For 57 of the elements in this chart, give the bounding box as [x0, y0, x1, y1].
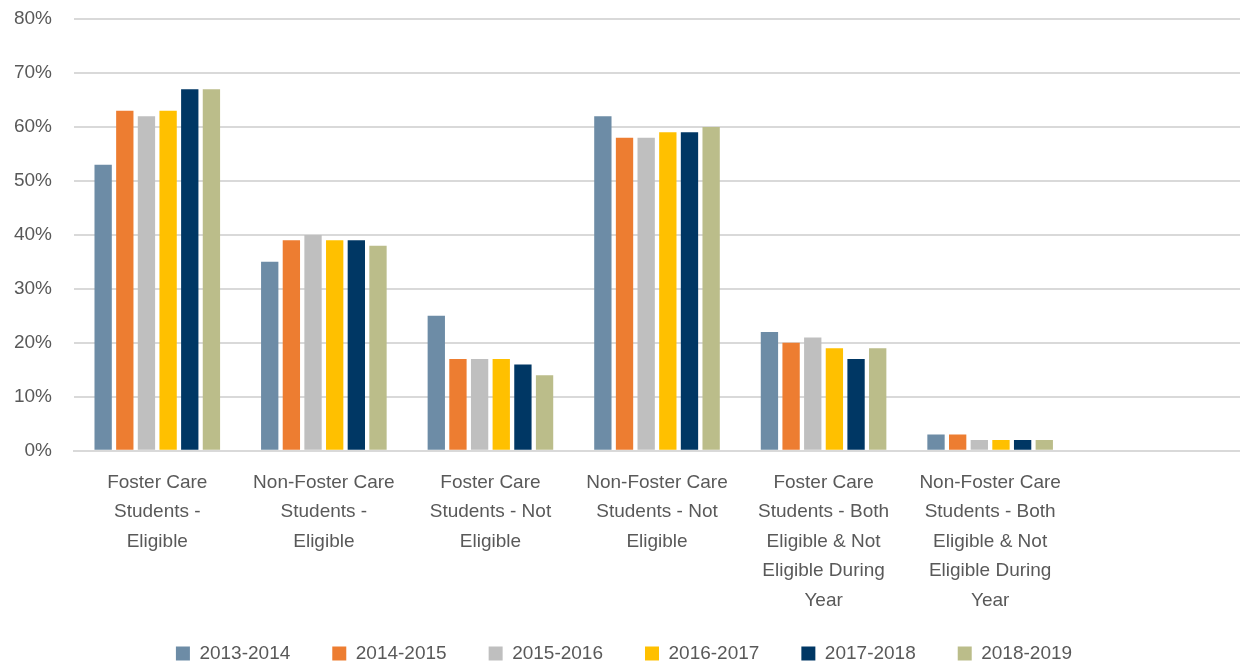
bar	[927, 434, 945, 450]
bar	[159, 110, 177, 450]
bar	[326, 240, 344, 450]
bar	[1035, 439, 1053, 450]
x-tick-label: Foster Care Students - Eligible	[107, 470, 208, 551]
bar	[347, 240, 365, 450]
y-tick-label: 30%	[13, 277, 53, 299]
bar	[869, 348, 887, 450]
bar	[261, 261, 279, 450]
bar	[594, 116, 612, 450]
x-tick-label: Non-Foster Care Students - Both Eligible & Not Eligible During Year	[919, 470, 1061, 610]
bar	[637, 137, 655, 450]
bar	[369, 245, 387, 450]
legend-label: 2014-2015	[355, 641, 447, 663]
legend-label: 2016-2017	[668, 641, 760, 663]
bar	[535, 375, 554, 450]
bar	[970, 439, 988, 450]
bar	[702, 126, 720, 450]
bar	[992, 439, 1010, 450]
y-tick-label: 70%	[13, 61, 53, 83]
bar	[116, 110, 134, 450]
bar	[282, 240, 301, 450]
y-tick-label: 50%	[13, 169, 53, 191]
bar	[760, 332, 779, 450]
y-tick-label: 0%	[24, 438, 53, 460]
x-tick-label: Non-Foster Care Students - Eligible	[253, 470, 395, 551]
y-tick-label: 10%	[13, 385, 53, 407]
bar	[304, 234, 322, 450]
bar	[470, 359, 489, 450]
bar	[615, 137, 634, 450]
bar	[202, 89, 221, 450]
bar	[847, 359, 865, 450]
bar	[782, 342, 800, 450]
bar	[181, 89, 199, 450]
bar	[492, 359, 510, 450]
legend-label: 2018-2019	[981, 641, 1073, 663]
bar	[949, 434, 967, 450]
legend-label: 2013-2014	[199, 641, 291, 663]
y-tick-label: 80%	[13, 7, 53, 29]
bar	[825, 348, 844, 450]
bar	[659, 132, 677, 450]
bar	[427, 315, 445, 450]
bar	[449, 359, 467, 450]
x-tick-label: Non-Foster Care Students - Not Eligible	[586, 470, 728, 551]
y-tick-label: 40%	[13, 223, 53, 245]
bar	[680, 132, 699, 450]
bar	[94, 164, 112, 450]
x-tick-label: Foster Care Students - Both Eligible & Not Eligible During Year	[758, 470, 890, 610]
y-tick-label: 20%	[13, 331, 53, 353]
y-tick-label: 60%	[13, 115, 53, 137]
bar	[514, 364, 532, 450]
bar	[804, 337, 822, 450]
x-tick-label: Foster Care Students - Not Eligible	[429, 470, 552, 551]
bar	[137, 116, 156, 450]
bar	[1013, 439, 1032, 450]
legend-label: 2015-2016	[512, 641, 604, 663]
legend-label: 2017-2018	[824, 641, 916, 663]
